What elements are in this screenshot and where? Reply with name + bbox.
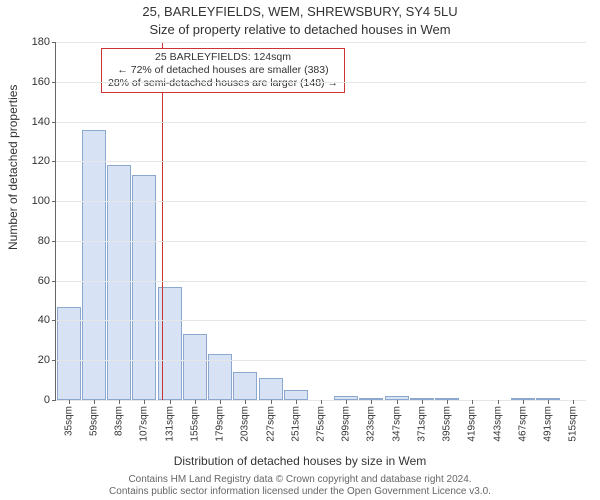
xtick-mark (573, 400, 574, 404)
xtick-label: 299sqm (341, 406, 352, 442)
gridline (56, 161, 586, 162)
ytick-label: 80 (38, 235, 50, 247)
xtick-mark (220, 400, 221, 404)
y-axis-label: Number of detached properties (6, 85, 20, 250)
ytick-label: 140 (32, 116, 50, 128)
ytick-mark (52, 360, 56, 361)
xtick-label: 419sqm (467, 406, 478, 442)
histogram-bar (132, 175, 156, 400)
ytick-mark (52, 201, 56, 202)
gridline (56, 82, 586, 83)
xtick-mark (523, 400, 524, 404)
ytick-label: 160 (32, 76, 50, 88)
xtick-mark (548, 400, 549, 404)
x-axis-label: Distribution of detached houses by size … (0, 454, 600, 468)
xtick-mark (296, 400, 297, 404)
xtick-mark (397, 400, 398, 404)
xtick-mark (422, 400, 423, 404)
xtick-mark (447, 400, 448, 404)
xtick-label: 35sqm (63, 406, 74, 436)
xtick-label: 131sqm (164, 406, 175, 442)
gridline (56, 42, 586, 43)
xtick-mark (371, 400, 372, 404)
xtick-label: 371sqm (416, 406, 427, 442)
xtick-label: 179sqm (215, 406, 226, 442)
annotation-line: 28% of semi-detached houses are larger (… (108, 77, 338, 90)
xtick-mark (119, 400, 120, 404)
xtick-label: 491sqm (543, 406, 554, 442)
xtick-label: 443sqm (492, 406, 503, 442)
xtick-label: 83sqm (114, 406, 125, 436)
xtick-mark (195, 400, 196, 404)
ytick-label: 60 (38, 275, 50, 287)
chart-title: 25, BARLEYFIELDS, WEM, SHREWSBURY, SY4 5… (0, 4, 600, 19)
gridline (56, 241, 586, 242)
reference-line (162, 42, 163, 400)
ytick-label: 100 (32, 195, 50, 207)
histogram-bar (284, 390, 308, 400)
plot-area: 25 BARLEYFIELDS: 124sqm← 72% of detached… (55, 42, 586, 401)
histogram-bar (183, 334, 207, 400)
xtick-mark (94, 400, 95, 404)
ytick-label: 0 (44, 394, 50, 406)
xtick-label: 227sqm (265, 406, 276, 442)
gridline (56, 201, 586, 202)
xtick-label: 515sqm (568, 406, 579, 442)
xtick-label: 275sqm (316, 406, 327, 442)
gridline (56, 122, 586, 123)
ytick-mark (52, 42, 56, 43)
ytick-mark (52, 320, 56, 321)
xtick-mark (170, 400, 171, 404)
gridline (56, 320, 586, 321)
ytick-mark (52, 400, 56, 401)
ytick-label: 180 (32, 36, 50, 48)
xtick-label: 323sqm (366, 406, 377, 442)
ytick-mark (52, 122, 56, 123)
annotation-line: 25 BARLEYFIELDS: 124sqm (108, 51, 338, 64)
bars-layer (56, 42, 586, 400)
annotation-line: ← 72% of detached houses are smaller (38… (108, 64, 338, 77)
ytick-mark (52, 241, 56, 242)
xtick-label: 203sqm (240, 406, 251, 442)
xtick-label: 59sqm (88, 406, 99, 436)
xtick-mark (498, 400, 499, 404)
annotation-box: 25 BARLEYFIELDS: 124sqm← 72% of detached… (101, 48, 345, 93)
xtick-mark (346, 400, 347, 404)
xtick-label: 395sqm (442, 406, 453, 442)
xtick-label: 155sqm (189, 406, 200, 442)
histogram-bar (233, 372, 257, 400)
xtick-label: 251sqm (290, 406, 301, 442)
xtick-mark (144, 400, 145, 404)
ytick-mark (52, 281, 56, 282)
footer-line-2: Contains public sector information licen… (109, 486, 491, 497)
ytick-label: 20 (38, 354, 50, 366)
footer-line-1: Contains HM Land Registry data © Crown c… (128, 474, 471, 485)
xtick-mark (321, 400, 322, 404)
xtick-mark (472, 400, 473, 404)
xtick-mark (245, 400, 246, 404)
ytick-mark (52, 82, 56, 83)
ytick-label: 120 (32, 155, 50, 167)
chart-subtitle: Size of property relative to detached ho… (0, 22, 600, 37)
xtick-label: 347sqm (391, 406, 402, 442)
footer-attribution: Contains HM Land Registry data © Crown c… (0, 474, 600, 498)
xtick-label: 107sqm (139, 406, 150, 442)
gridline (56, 281, 586, 282)
ytick-label: 40 (38, 314, 50, 326)
histogram-bar (259, 378, 283, 400)
ytick-mark (52, 161, 56, 162)
gridline (56, 360, 586, 361)
xtick-mark (271, 400, 272, 404)
xtick-label: 467sqm (517, 406, 528, 442)
xtick-mark (69, 400, 70, 404)
